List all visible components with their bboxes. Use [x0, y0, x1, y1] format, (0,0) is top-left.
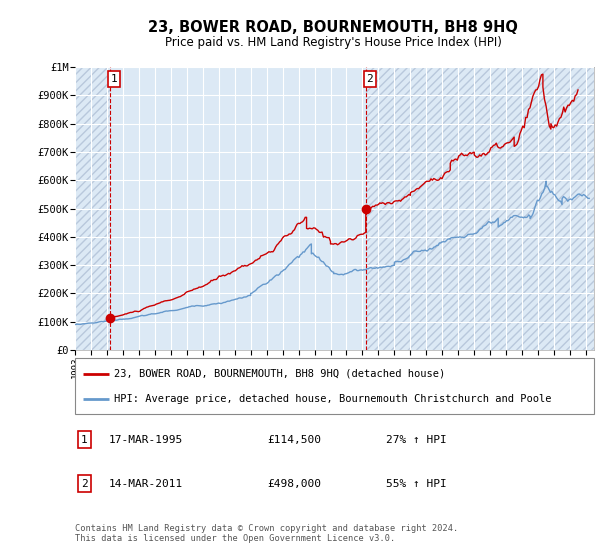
FancyBboxPatch shape — [75, 358, 594, 414]
Text: 14-MAR-2011: 14-MAR-2011 — [109, 479, 183, 489]
Text: Price paid vs. HM Land Registry's House Price Index (HPI): Price paid vs. HM Land Registry's House … — [164, 36, 502, 49]
Text: HPI: Average price, detached house, Bournemouth Christchurch and Poole: HPI: Average price, detached house, Bour… — [114, 394, 551, 404]
Text: 2: 2 — [367, 74, 373, 84]
Text: 27% ↑ HPI: 27% ↑ HPI — [386, 435, 447, 445]
Text: 1: 1 — [111, 74, 118, 84]
Text: £114,500: £114,500 — [267, 435, 321, 445]
Text: 1: 1 — [81, 435, 88, 445]
Bar — [366, 67, 594, 350]
Text: 17-MAR-1995: 17-MAR-1995 — [109, 435, 183, 445]
Text: 23, BOWER ROAD, BOURNEMOUTH, BH8 9HQ: 23, BOWER ROAD, BOURNEMOUTH, BH8 9HQ — [148, 20, 518, 35]
Text: £498,000: £498,000 — [267, 479, 321, 489]
Text: 23, BOWER ROAD, BOURNEMOUTH, BH8 9HQ (detached house): 23, BOWER ROAD, BOURNEMOUTH, BH8 9HQ (de… — [114, 368, 445, 379]
Text: 55% ↑ HPI: 55% ↑ HPI — [386, 479, 447, 489]
Text: 2: 2 — [81, 479, 88, 489]
Text: Contains HM Land Registry data © Crown copyright and database right 2024.
This d: Contains HM Land Registry data © Crown c… — [75, 524, 458, 543]
Bar — [75, 67, 110, 350]
